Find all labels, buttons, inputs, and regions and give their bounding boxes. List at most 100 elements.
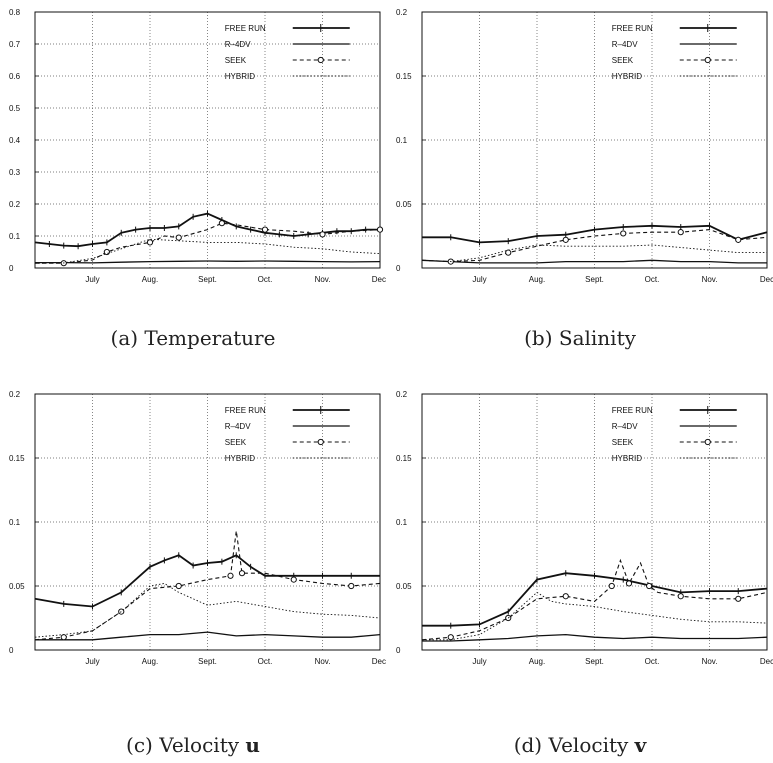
legend-label: FREE RUN bbox=[225, 24, 266, 33]
series-line-hybrid bbox=[34, 582, 381, 638]
x-tick-label: Nov. bbox=[315, 275, 331, 284]
legend-marker bbox=[704, 56, 711, 64]
chart-salinity: 0 0.05 0.1 0.15 0.2 July Aug. Sept. Oct. Nov. Dec F… bbox=[396, 8, 773, 284]
caption-text: Velocity bbox=[159, 733, 240, 757]
data-point-seek bbox=[505, 249, 512, 256]
series-line-hybrid bbox=[34, 238, 381, 264]
data-point-seek bbox=[562, 593, 569, 600]
y-tick-label: 0.2 bbox=[9, 200, 21, 209]
y-tick-label: 0.15 bbox=[9, 454, 25, 463]
y-tick-label: 0.05 bbox=[396, 200, 412, 209]
data-point-seek bbox=[677, 229, 684, 236]
y-tick-label: 0.2 bbox=[396, 390, 408, 399]
caption-label: (a) bbox=[110, 326, 139, 350]
y-tick-label: 0.15 bbox=[396, 454, 412, 463]
caption-label: (d) bbox=[513, 733, 543, 757]
data-point-seek bbox=[146, 239, 154, 246]
y-tick-label: 0 bbox=[9, 646, 14, 655]
chart-panel-velocity-v: 0 0.05 0.1 0.15 0.2 July Aug. Sept. Oct. Nov. Dec F… bbox=[387, 382, 773, 682]
chart-panel-salinity: 0 0.05 0.1 0.15 0.2 July Aug. Sept. Oct. Nov. Dec F… bbox=[387, 0, 773, 300]
y-tick-label: 0.05 bbox=[396, 582, 412, 591]
y-tick-label: 0.7 bbox=[9, 40, 21, 49]
data-point-seek bbox=[608, 582, 615, 590]
legend-label: FREE RUN bbox=[612, 24, 653, 33]
x-tick-label: Dec bbox=[760, 275, 773, 284]
legend-label: R–4DV bbox=[612, 422, 638, 431]
y-tick-label: 0.15 bbox=[396, 72, 412, 81]
y-tick-label: 0.6 bbox=[9, 72, 21, 81]
x-tick-label: July bbox=[85, 275, 99, 284]
series-line-r-4dv bbox=[35, 631, 381, 641]
data-point-seek bbox=[646, 582, 653, 590]
y-tick-label: 0.2 bbox=[9, 390, 21, 399]
y-tick-label: 0 bbox=[9, 264, 14, 273]
legend-label: HYBRID bbox=[225, 454, 255, 463]
legend-label: SEEK bbox=[612, 438, 634, 447]
data-point-seek bbox=[625, 580, 633, 587]
data-point-seek bbox=[175, 582, 182, 590]
caption-label: (b) bbox=[524, 326, 553, 350]
data-point-seek bbox=[735, 595, 742, 602]
chart-temperature: 0 0.1 0.2 0.3 0.4 0.5 0.6 0.7 0.8 July Aug. Sept. Oc… bbox=[9, 8, 388, 284]
x-tick-label: Nov. bbox=[315, 657, 331, 666]
legend-marker bbox=[317, 56, 324, 64]
y-tick-label: 0.4 bbox=[9, 136, 21, 145]
caption-a: (a) Temperature bbox=[0, 326, 386, 350]
plot-frame bbox=[34, 11, 381, 269]
series-line-free-run bbox=[422, 572, 768, 627]
series-line-hybrid bbox=[422, 591, 768, 641]
x-tick-label: Dec bbox=[760, 657, 773, 666]
legend-label: SEEK bbox=[225, 438, 247, 447]
caption-c: (c) Velocity u bbox=[0, 733, 386, 757]
series-line-hybrid bbox=[421, 244, 767, 263]
caption-symbol: u bbox=[245, 733, 260, 757]
caption-label: (c) bbox=[126, 733, 153, 757]
chart-panel-temperature: 0 0.1 0.2 0.3 0.4 0.5 0.6 0.7 0.8 July Aug. Sept. Oc… bbox=[0, 0, 388, 300]
legend-marker bbox=[317, 438, 324, 446]
x-tick-label: July bbox=[85, 657, 99, 666]
data-point-seek bbox=[376, 226, 384, 233]
data-point-seek bbox=[319, 231, 326, 238]
legend-label: FREE RUN bbox=[612, 406, 653, 415]
caption-text: Salinity bbox=[558, 326, 636, 350]
x-tick-label: Aug. bbox=[529, 657, 545, 666]
caption-text: Temperature bbox=[144, 326, 276, 350]
chart-velocity-u: 0 0.05 0.1 0.15 0.2 July Aug. Sept. Oct. Nov. Dec.… bbox=[9, 390, 388, 666]
data-point-seek bbox=[175, 234, 182, 241]
y-tick-label: 0 bbox=[396, 264, 401, 273]
data-point-seek bbox=[261, 226, 269, 233]
legend-label: R–4DV bbox=[225, 422, 251, 431]
legend-label: R–4DV bbox=[612, 40, 638, 49]
x-tick-label: Aug. bbox=[142, 657, 158, 666]
data-point-seek bbox=[447, 634, 454, 641]
data-point-seek bbox=[227, 572, 234, 579]
chart-velocity-v: 0 0.05 0.1 0.15 0.2 July Aug. Sept. Oct. Nov. Dec F… bbox=[396, 390, 773, 666]
x-tick-label: Sept. bbox=[198, 275, 217, 284]
y-tick-label: 0.05 bbox=[9, 582, 25, 591]
data-point-seek bbox=[562, 236, 569, 243]
x-tick-label: Oct. bbox=[645, 657, 660, 666]
plot-frame bbox=[34, 393, 381, 651]
x-tick-label: Dec. bbox=[372, 657, 386, 666]
data-point-seek bbox=[677, 593, 684, 600]
caption-symbol: v bbox=[634, 733, 647, 757]
y-tick-label: 0 bbox=[396, 646, 401, 655]
series-line-r-4dv bbox=[422, 633, 768, 642]
y-tick-label: 0.3 bbox=[9, 168, 21, 177]
data-point-seek bbox=[60, 634, 67, 641]
series-line-seek bbox=[35, 222, 381, 264]
x-tick-label: Sept. bbox=[585, 657, 604, 666]
caption-text: Velocity bbox=[548, 733, 629, 757]
data-point-seek bbox=[348, 582, 355, 590]
legend-marker bbox=[704, 438, 711, 446]
y-tick-label: 0.2 bbox=[396, 8, 408, 17]
data-point-seek bbox=[218, 220, 225, 227]
legend-label: SEEK bbox=[225, 56, 247, 65]
x-tick-label: July bbox=[472, 275, 486, 284]
x-tick-label: Oct. bbox=[258, 275, 273, 284]
chart-panel-velocity-u: 0 0.05 0.1 0.15 0.2 July Aug. Sept. Oct. Nov. Dec.… bbox=[0, 382, 388, 682]
y-tick-label: 0.5 bbox=[9, 104, 21, 113]
x-tick-label: Nov. bbox=[702, 657, 718, 666]
data-point-seek bbox=[735, 236, 742, 243]
series-line-seek bbox=[421, 558, 768, 641]
